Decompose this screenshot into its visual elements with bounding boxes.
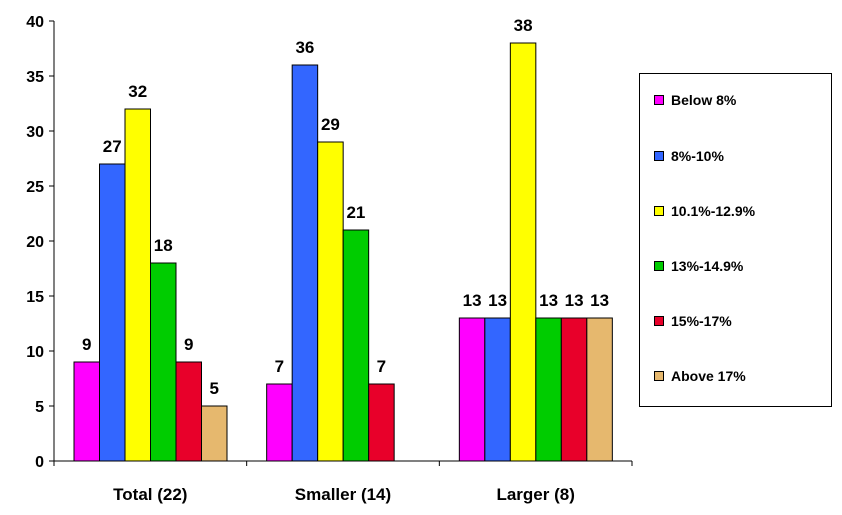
legend-item: 8%-10% — [654, 147, 724, 165]
bar-value-label: 29 — [321, 115, 340, 134]
legend-item: 15%-17% — [654, 312, 732, 330]
legend-item: Below 8% — [654, 91, 736, 109]
legend-swatch — [654, 261, 664, 271]
bar-value-label: 32 — [128, 82, 147, 101]
bar — [124, 108, 151, 462]
legend-swatch — [654, 151, 664, 161]
legend-label: 10.1%-12.9% — [671, 203, 756, 219]
bar-value-label: 18 — [154, 236, 173, 255]
chart-legend: Below 8% 8%-10% 10.1%-12.9% 13%-14.9% 15%-17… — [639, 73, 832, 407]
legend-label: Above 17% — [671, 368, 746, 384]
bar — [484, 317, 511, 462]
x-category-label: Total (22) — [113, 485, 187, 504]
bar — [291, 64, 319, 462]
bar — [458, 317, 486, 462]
chart-axes: 0 5 10 15 20 25 30 35 40 Total (22) Smaller (14) La… — [26, 14, 633, 504]
y-tick-label: 30 — [26, 124, 44, 141]
legend-label: 13%-14.9% — [671, 258, 744, 274]
legend-label: Below 8% — [671, 92, 737, 108]
y-tick-label: 10 — [26, 344, 44, 361]
bar — [368, 383, 395, 462]
bar — [175, 361, 202, 462]
bar — [150, 262, 177, 462]
chart-data-labels: 9 27 32 18 9 5 7 36 29 21 7 13 13 38 13 13 13 — [82, 16, 609, 398]
bar-value-label: 13 — [565, 291, 584, 310]
legend-item: Above 17% — [654, 367, 746, 385]
y-tick-label: 0 — [35, 454, 44, 471]
bar-value-label: 38 — [514, 16, 533, 35]
bar-value-label: 13 — [463, 291, 482, 310]
legend-label: 15%-17% — [671, 313, 732, 329]
x-category-label: Larger (8) — [496, 485, 574, 504]
legend-item: 10.1%-12.9% — [654, 202, 755, 220]
legend-swatch — [654, 371, 664, 381]
bar-value-label: 7 — [377, 357, 386, 376]
y-tick-label: 35 — [26, 69, 44, 86]
bar-value-label: 13 — [539, 291, 558, 310]
bar — [99, 163, 126, 462]
x-category-label: Smaller (14) — [295, 485, 391, 504]
legend-swatch — [654, 95, 664, 105]
bar-value-label: 5 — [210, 379, 219, 398]
bar — [266, 383, 293, 462]
bar-value-label: 36 — [295, 38, 314, 57]
chart-bars — [73, 42, 613, 462]
bar-value-label: 27 — [103, 137, 122, 156]
bar — [342, 229, 370, 462]
bar — [509, 42, 537, 462]
y-tick-label: 25 — [26, 179, 44, 196]
bar-value-label: 9 — [184, 335, 193, 354]
y-tick-label: 15 — [26, 289, 44, 306]
legend-item: 13%-14.9% — [654, 257, 743, 275]
y-tick-label: 40 — [26, 14, 44, 31]
bar — [535, 317, 562, 462]
bar — [560, 317, 588, 462]
bar — [201, 405, 228, 462]
bar-value-label: 21 — [346, 203, 365, 222]
bar — [317, 141, 344, 462]
bar-value-label: 9 — [82, 335, 91, 354]
bar-value-label: 7 — [275, 357, 284, 376]
bar-value-label: 13 — [590, 291, 609, 310]
y-tick-label: 5 — [35, 399, 44, 416]
bar-value-label: 13 — [488, 291, 507, 310]
bar — [73, 361, 100, 462]
y-tick-label: 20 — [26, 234, 44, 251]
bar — [586, 317, 613, 462]
legend-label: 8%-10% — [671, 148, 724, 164]
legend-swatch — [654, 206, 664, 216]
legend-swatch — [654, 316, 664, 326]
